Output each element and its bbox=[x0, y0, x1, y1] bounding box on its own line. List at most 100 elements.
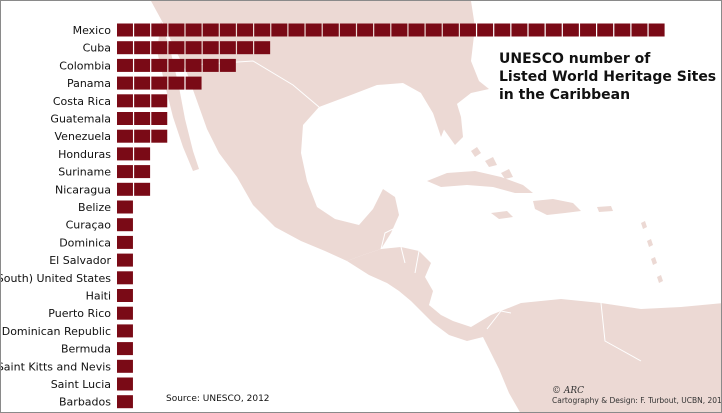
bar-segment bbox=[219, 23, 236, 37]
map-borders bbox=[190, 60, 642, 362]
bar-segment bbox=[631, 23, 648, 37]
credit-block: © ARC Cartography & Design: F. Turbout, … bbox=[552, 386, 722, 406]
bar-segment bbox=[117, 41, 133, 55]
category-label: Venezuela bbox=[55, 130, 112, 143]
bar bbox=[117, 395, 133, 409]
bar-segment bbox=[322, 23, 339, 37]
bar-segment bbox=[168, 76, 185, 90]
map-north-america bbox=[151, 1, 489, 261]
bar-segment bbox=[185, 76, 202, 90]
bar-segment bbox=[357, 23, 374, 37]
bar bbox=[117, 182, 151, 196]
bar-segment bbox=[219, 58, 236, 72]
map-puerto-rico bbox=[597, 206, 613, 212]
bar-segment bbox=[185, 23, 202, 37]
bar-segment bbox=[117, 289, 133, 302]
bar-segment bbox=[528, 23, 545, 37]
bar-segment bbox=[117, 271, 133, 285]
bar bbox=[117, 58, 236, 72]
map-cuba bbox=[427, 171, 533, 193]
bar-segment bbox=[254, 41, 271, 55]
category-label: Panama bbox=[67, 77, 111, 90]
bar-segment bbox=[477, 23, 494, 37]
bar-segment bbox=[580, 23, 596, 37]
bar bbox=[117, 324, 133, 338]
category-label: Costa Rica bbox=[53, 95, 111, 108]
credit-note: Cartography & Design: F. Turbout, UCBN, … bbox=[552, 396, 722, 405]
bar bbox=[117, 23, 665, 37]
bar-segment bbox=[202, 58, 219, 72]
bar-segment bbox=[117, 147, 133, 161]
chart-title-line-2: Listed World Heritage Sites bbox=[499, 69, 717, 85]
category-label: Saint Kitts and Nevis bbox=[1, 360, 111, 373]
arc-logo: © ARC bbox=[552, 386, 585, 396]
bar bbox=[117, 94, 168, 108]
bar-segment bbox=[117, 377, 133, 391]
bar-segment bbox=[117, 306, 133, 320]
bar-segment bbox=[562, 23, 579, 37]
category-label: Mexico bbox=[73, 24, 112, 37]
bar-segment bbox=[151, 58, 168, 72]
bar bbox=[117, 359, 133, 373]
bar bbox=[117, 218, 133, 232]
bar bbox=[117, 377, 133, 391]
bar bbox=[117, 289, 133, 302]
bar-segment bbox=[117, 253, 133, 267]
bar-segment bbox=[185, 58, 202, 72]
bar-segment bbox=[134, 182, 151, 196]
map-central-america bbox=[347, 247, 487, 341]
category-label: Haiti bbox=[86, 290, 111, 303]
bar-segment bbox=[117, 395, 133, 409]
chart-title-line-3: in the Caribbean bbox=[499, 87, 631, 103]
map-bahamas bbox=[471, 147, 513, 179]
bar-segment bbox=[117, 23, 133, 37]
bar bbox=[117, 306, 133, 320]
bar-segment bbox=[134, 23, 151, 37]
bar-segment bbox=[391, 23, 408, 37]
bar-segment bbox=[511, 23, 528, 37]
bar-segment bbox=[425, 23, 442, 37]
bar-segment bbox=[151, 23, 168, 37]
category-label: Belize bbox=[78, 201, 111, 214]
category-label: Puerto Rico bbox=[48, 307, 111, 320]
category-label: Barbados bbox=[59, 396, 111, 409]
bar-segment bbox=[151, 94, 168, 108]
category-label: Cuba bbox=[83, 42, 111, 55]
map-hispaniola bbox=[533, 199, 581, 215]
bar-segment bbox=[288, 23, 305, 37]
bar-segment bbox=[339, 23, 356, 37]
bar bbox=[117, 200, 133, 214]
bar bbox=[117, 129, 168, 143]
bar-segment bbox=[442, 23, 459, 37]
category-label: Honduras bbox=[58, 148, 111, 161]
bar bbox=[117, 165, 151, 179]
bar-segment bbox=[494, 23, 511, 37]
bar-segment bbox=[374, 23, 391, 37]
bar bbox=[117, 253, 133, 267]
bar-segment bbox=[202, 23, 219, 37]
map-jamaica bbox=[491, 211, 513, 219]
category-label: Guatemala bbox=[50, 113, 111, 126]
bar-segment bbox=[134, 165, 151, 179]
bar-segment bbox=[117, 165, 133, 179]
bar-segment bbox=[168, 58, 185, 72]
bar-segment bbox=[134, 58, 151, 72]
bar-segment bbox=[237, 23, 253, 37]
bar-segment bbox=[597, 23, 614, 37]
bar-segment bbox=[117, 182, 133, 196]
bar-segment bbox=[117, 76, 133, 90]
bar-segment bbox=[202, 41, 219, 55]
category-label: Colombia bbox=[59, 59, 111, 72]
bar-segment bbox=[117, 235, 133, 249]
bar-segment bbox=[117, 200, 133, 214]
bar-layer: Mexico Cuba Colombia Panama Costa Rica Guatem… bbox=[1, 23, 665, 409]
bar-segment bbox=[168, 41, 185, 55]
bar-segment bbox=[648, 23, 665, 37]
bar-segment bbox=[134, 129, 151, 143]
category-label: (South) United States bbox=[1, 272, 111, 285]
bar bbox=[117, 76, 202, 90]
bar-segment bbox=[219, 41, 236, 55]
bar-segment bbox=[151, 112, 168, 125]
bar-segment bbox=[151, 129, 168, 143]
